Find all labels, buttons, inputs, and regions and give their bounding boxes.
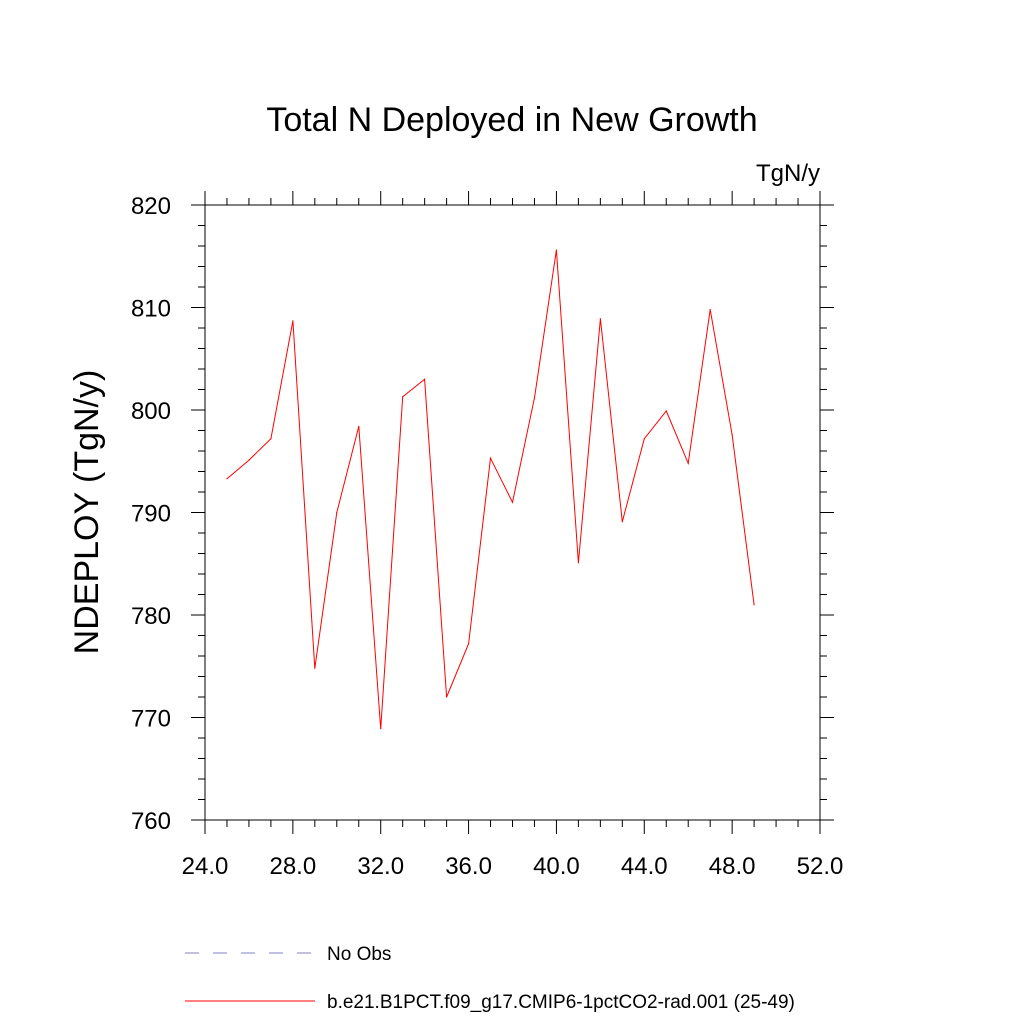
data-point xyxy=(402,396,404,398)
y-tick-labels: 760 770 780 790 800 810 820 xyxy=(131,193,171,835)
legend: No Obs b.e21.B1PCT.f09_g17.CMIP6-1pctCO2… xyxy=(185,944,795,1013)
data-point xyxy=(358,425,360,427)
y-tick-label: 790 xyxy=(131,501,171,528)
data-point xyxy=(270,438,272,440)
y-tick-label: 770 xyxy=(131,706,171,733)
data-point xyxy=(665,410,667,412)
x-tick-label: 40.0 xyxy=(533,853,580,880)
plot-frame xyxy=(204,204,821,821)
data-point xyxy=(753,604,755,606)
y-tick-label: 800 xyxy=(131,398,171,425)
units-label: TgN/y xyxy=(756,160,820,187)
data-point xyxy=(489,457,492,459)
data-point xyxy=(226,478,228,480)
x-tick-label: 52.0 xyxy=(797,853,844,880)
data-point xyxy=(314,667,316,669)
y-tick-label: 810 xyxy=(131,296,171,323)
data-point xyxy=(687,462,689,464)
data-point xyxy=(248,459,250,461)
data-point xyxy=(599,318,601,320)
y-axis-label: NDEPLOY (TgN/y) xyxy=(68,370,106,655)
chart-title: Total N Deployed in New Growth xyxy=(266,101,757,139)
legend-label-no-obs: No Obs xyxy=(327,944,391,965)
data-point xyxy=(511,501,514,503)
data-point xyxy=(731,434,733,436)
data-point xyxy=(424,378,426,380)
y-tick-label: 820 xyxy=(131,193,171,220)
x-tick-label: 48.0 xyxy=(709,853,756,880)
data-point xyxy=(621,521,623,523)
x-tick-label: 28.0 xyxy=(269,853,316,880)
data-point xyxy=(292,320,294,322)
x-tick-label: 24.0 xyxy=(182,853,229,880)
y-tick-label: 780 xyxy=(131,603,171,630)
data-point xyxy=(555,249,558,251)
data-point xyxy=(336,511,338,514)
data-point xyxy=(467,643,470,645)
data-point xyxy=(446,696,448,698)
x-tick-label: 44.0 xyxy=(621,853,668,880)
series-line xyxy=(226,250,755,729)
data-point xyxy=(380,728,382,730)
x-tick-label: 32.0 xyxy=(357,853,404,880)
x-tick-labels: 24.0 28.0 32.0 36.0 40.0 44.0 48.0 52.0 xyxy=(182,853,844,880)
legend-label-series: b.e21.B1PCT.f09_g17.CMIP6-1pctCO2-rad.00… xyxy=(327,992,795,1013)
data-point xyxy=(709,308,711,311)
x-tick-label: 36.0 xyxy=(445,853,492,880)
y-tick-label: 760 xyxy=(131,808,171,835)
data-point xyxy=(643,438,645,440)
axes xyxy=(191,191,834,834)
data-point xyxy=(533,397,536,399)
series-layer xyxy=(226,249,755,730)
data-point xyxy=(577,562,579,564)
